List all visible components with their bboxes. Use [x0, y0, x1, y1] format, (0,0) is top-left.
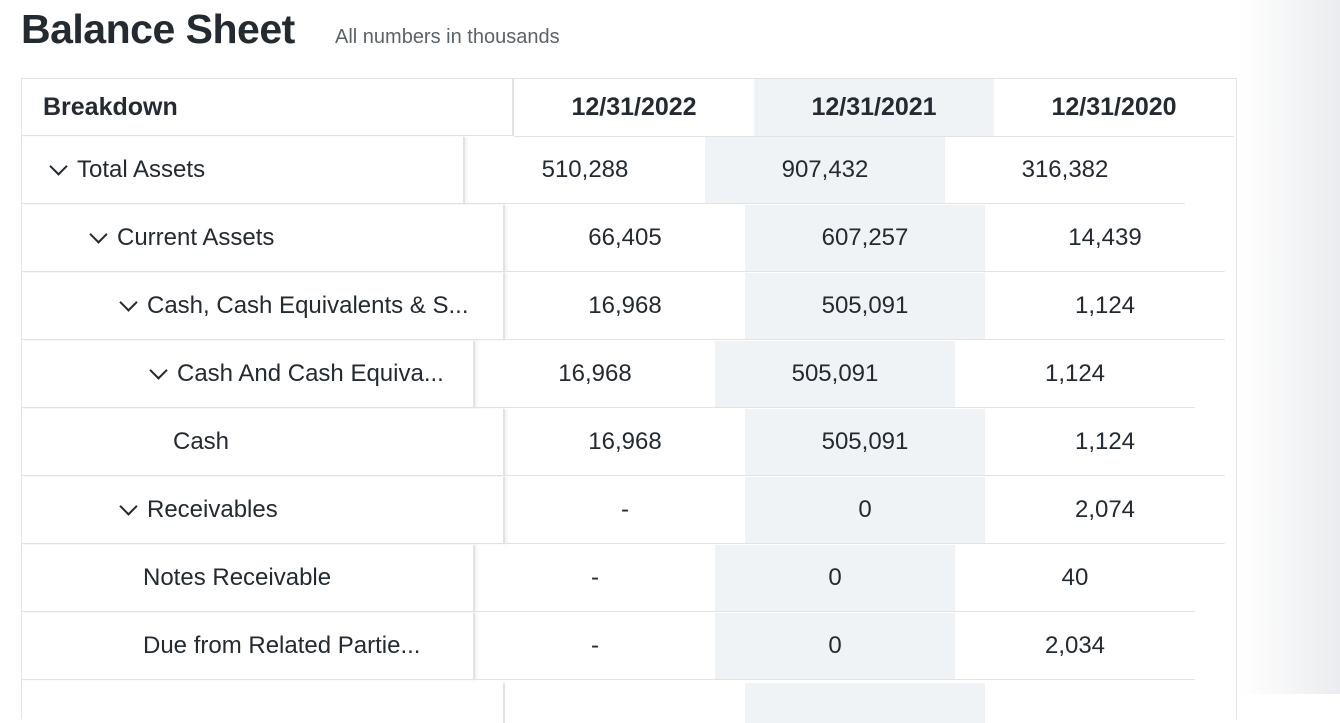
page-subtitle: All numbers in thousands	[335, 26, 560, 48]
row-label-text: Cash	[173, 428, 230, 455]
row-label: Cash	[22, 409, 505, 476]
row-label-text: Total Assets	[77, 156, 206, 183]
table-cell-stub	[745, 683, 985, 723]
table-cell: 1,124	[955, 341, 1195, 408]
table-row: Notes Receivable - 0 40	[22, 545, 1196, 613]
breakdown-header: Breakdown	[22, 79, 514, 136]
table-cell: -	[475, 545, 715, 612]
table-cell: 510,288	[465, 137, 705, 204]
table-cell: 2,074	[985, 477, 1225, 544]
chevron-down-icon[interactable]	[89, 224, 108, 244]
table-cell: 505,091	[745, 273, 985, 340]
table-cell: 16,968	[475, 341, 715, 408]
column-header: 12/31/2020	[994, 79, 1234, 137]
table-cell: 66,405	[505, 205, 745, 272]
row-label-text: Current Assets	[117, 224, 275, 251]
chevron-down-icon[interactable]	[119, 496, 138, 516]
table-cell: 2,034	[955, 613, 1195, 680]
table-row: Due from Related Partie... - 0 2,034	[22, 613, 1196, 681]
table-cell: 14,439	[985, 205, 1225, 272]
chevron-down-icon[interactable]	[119, 292, 138, 312]
table-cell: 0	[745, 477, 985, 544]
row-label: Due from Related Partie...	[22, 613, 475, 680]
column-header: 12/31/2021	[754, 79, 994, 137]
table-cell: 16,968	[505, 273, 745, 340]
table-cell: 40	[955, 545, 1195, 612]
table-cell: -	[505, 477, 745, 544]
row-label[interactable]: Receivables	[22, 477, 505, 544]
table-row: Current Assets 66,405 607,257 14,439	[22, 205, 1226, 273]
table-cell: 505,091	[745, 409, 985, 476]
table-row: Total Assets 510,288 907,432 316,382	[22, 137, 1186, 205]
table-row: Cash And Cash Equiva... 16,968 505,091 1…	[22, 341, 1196, 409]
row-label[interactable]: Cash And Cash Equiva...	[22, 341, 475, 408]
table-cell: 907,432	[705, 137, 945, 204]
table-cell: 1,124	[985, 273, 1225, 340]
row-label[interactable]: Current Assets	[22, 205, 505, 272]
table-header-row: Breakdown 12/31/2022 12/31/2021 12/31/20…	[22, 79, 1236, 137]
balance-sheet-table: Breakdown 12/31/2022 12/31/2021 12/31/20…	[21, 78, 1237, 723]
row-label-text: Cash And Cash Equiva...	[177, 360, 444, 387]
table-row: Cash 16,968 505,091 1,124	[22, 409, 1226, 477]
page-title: Balance Sheet	[21, 6, 295, 52]
chevron-down-icon[interactable]	[149, 360, 168, 380]
table-cell: -	[475, 613, 715, 680]
table-cell: 16,968	[505, 409, 745, 476]
table-row: Cash, Cash Equivalents & S... 16,968 505…	[22, 273, 1226, 341]
scroll-edge-shadow	[1240, 0, 1340, 694]
row-label-text: Receivables	[147, 496, 278, 523]
row-label[interactable]: Cash, Cash Equivalents & S...	[22, 273, 505, 340]
table-cell: 0	[715, 545, 955, 612]
row-label-text: Cash, Cash Equivalents & S...	[147, 292, 469, 319]
row-label: Notes Receivable	[22, 545, 475, 612]
table-cell: 607,257	[745, 205, 985, 272]
table-cell: 505,091	[715, 341, 955, 408]
row-label-text: Due from Related Partie...	[143, 632, 421, 659]
column-header: 12/31/2022	[514, 79, 754, 137]
row-label-text: Notes Receivable	[143, 564, 332, 591]
table-cell: 1,124	[985, 409, 1225, 476]
table-cell: 316,382	[945, 137, 1185, 204]
table-row: Receivables - 0 2,074	[22, 477, 1226, 545]
chevron-down-icon[interactable]	[49, 156, 68, 176]
row-label[interactable]: Total Assets	[22, 137, 465, 204]
table-cell: 0	[715, 613, 955, 680]
row-label-stub	[22, 683, 505, 723]
